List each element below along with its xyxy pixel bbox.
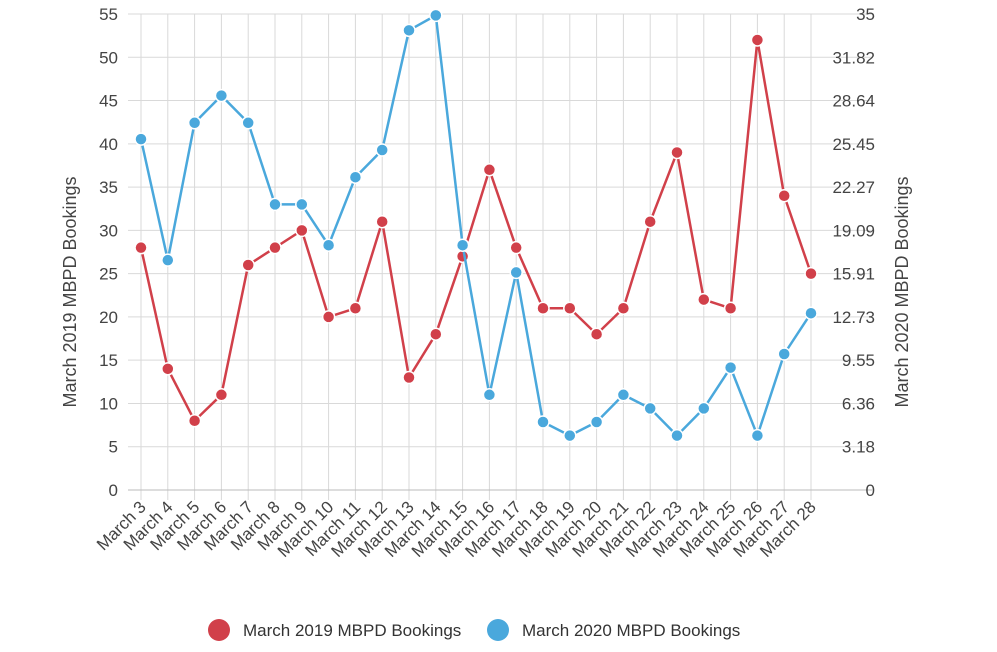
left-y-axis-ticks: 0 5 10 15 20 25 30 35 40 45 50 55 [99,5,118,500]
data-point [214,88,229,103]
right-y-tick-label: 25.45 [832,135,875,154]
data-point [750,428,765,443]
data-point [482,163,497,177]
right-y-tick-label: 35 [856,5,875,24]
right-y-tick-label: 28.64 [832,92,875,111]
right-y-tick-label: 3.18 [842,438,875,457]
data-point [134,240,148,255]
data-point [214,388,229,402]
data-point [536,415,550,429]
series-2 [134,8,818,443]
data-point [482,388,497,402]
data-point [643,401,657,416]
data-point [509,265,523,280]
data-point [643,214,657,229]
data-point [402,23,416,38]
data-point [563,301,577,316]
data-point [321,238,336,252]
right-y-tick-label: 6.36 [842,394,875,413]
data-point [161,362,175,376]
series-line [139,14,813,437]
legend: March 2019 MBPD Bookings March 2020 MBPD … [208,619,740,641]
data-point [241,258,255,272]
data-point [670,145,684,160]
data-point [375,143,389,157]
right-y-tick-label: 9.55 [842,351,875,370]
data-point [697,401,711,416]
right-y-axis-ticks: 0 3.18 6.36 9.55 12.73 15.91 19.09 22.27 25.45 28… [832,5,875,500]
data-point [187,116,202,130]
left-y-tick-label: 20 [99,308,118,327]
data-point [161,253,175,267]
left-y-tick-label: 0 [109,481,118,500]
data-point [348,301,363,316]
left-y-tick-label: 45 [99,92,118,111]
data-point [187,414,202,428]
legend-label: March 2019 MBPD Bookings [243,621,461,640]
series-layer [134,8,818,443]
data-point [697,292,711,307]
data-point [455,238,470,252]
data-point [295,223,309,238]
right-y-tick-label: 19.09 [832,221,875,240]
right-y-tick-label: 12.73 [832,308,875,327]
data-point [429,327,443,341]
left-y-axis-title: March 2019 MBPD Bookings [60,176,80,407]
legend-label: March 2020 MBPD Bookings [522,621,740,640]
data-point [723,360,738,375]
data-point [616,388,631,402]
left-y-tick-label: 10 [99,394,118,413]
data-point [616,301,631,316]
data-point [268,197,282,212]
data-point [589,415,604,429]
series-1 [134,33,818,428]
right-y-tick-label: 31.82 [832,48,875,67]
data-point [134,132,148,146]
data-point [509,240,523,255]
left-y-tick-label: 5 [109,438,118,457]
data-point [777,347,791,361]
data-point [804,306,818,320]
data-point [321,310,336,324]
data-point [589,327,604,341]
right-y-tick-label: 0 [866,481,875,500]
data-point [750,33,765,47]
left-y-tick-label: 55 [99,5,118,24]
left-y-tick-label: 35 [99,178,118,197]
left-y-tick-label: 50 [99,48,118,67]
data-point [563,428,577,443]
right-y-tick-label: 22.27 [832,178,875,197]
left-y-tick-label: 15 [99,351,118,370]
data-point [777,188,791,203]
legend-marker [208,619,230,641]
data-point [429,8,443,23]
data-point [241,116,255,130]
legend-marker [487,619,509,641]
right-y-axis-title: March 2020 MBPD Bookings [892,176,912,407]
data-point [402,370,416,385]
data-point [723,301,738,316]
data-point [375,214,389,229]
data-point [536,301,550,316]
data-point [670,428,684,443]
data-point [295,197,309,212]
left-y-tick-label: 25 [99,265,118,284]
data-point [268,240,282,255]
left-y-tick-label: 40 [99,135,118,154]
data-point [804,266,818,281]
data-point [348,170,363,184]
left-y-tick-label: 30 [99,221,118,240]
right-y-tick-label: 15.91 [832,265,875,284]
